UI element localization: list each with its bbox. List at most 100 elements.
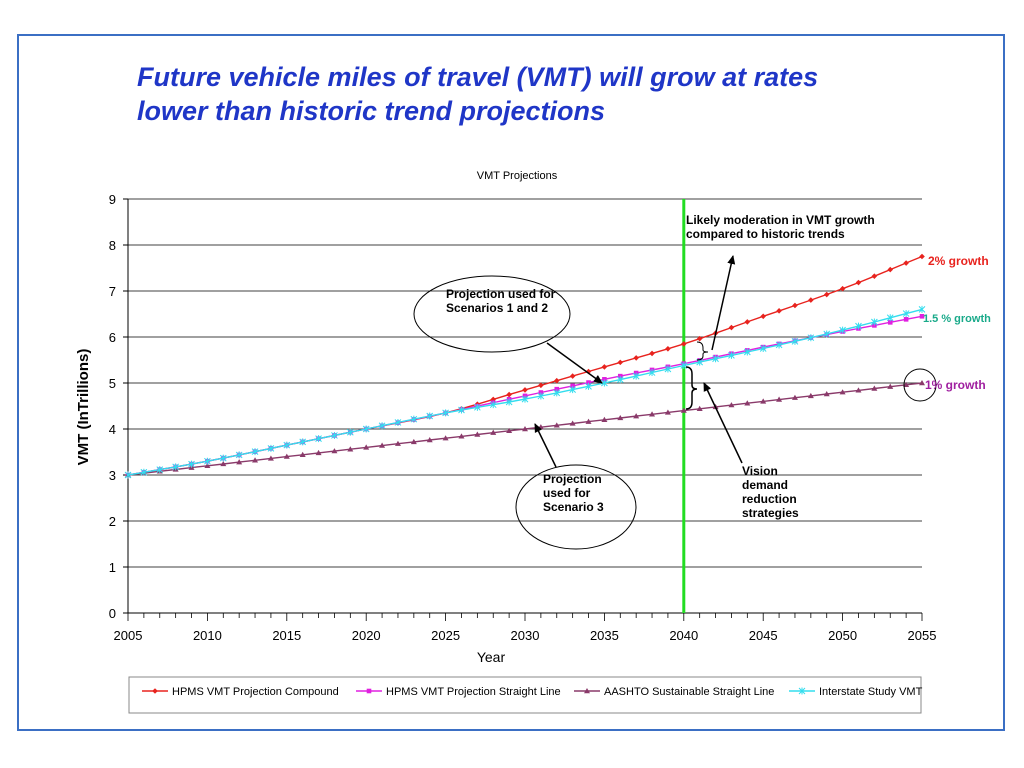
series-4-point xyxy=(632,372,640,380)
series-3-point xyxy=(442,435,449,441)
series-3-point xyxy=(744,400,751,406)
series-4-point xyxy=(489,401,497,409)
series-4-point xyxy=(346,428,354,436)
vision-bracket xyxy=(685,366,698,410)
series-2-point xyxy=(570,383,575,389)
series-4-point xyxy=(807,334,815,342)
series-1-point xyxy=(839,285,846,292)
series-4-point xyxy=(585,382,592,390)
series-1-point xyxy=(887,266,894,273)
one-percent-circle xyxy=(903,368,937,402)
x-tick-label-2050: 2050 xyxy=(828,628,857,643)
series-1-point xyxy=(681,341,687,347)
series-4-point xyxy=(140,468,148,476)
series-1-point xyxy=(903,260,909,266)
y-tick-label-4: 4 xyxy=(109,422,116,437)
series-3-point xyxy=(522,426,528,432)
series-3-point xyxy=(236,459,243,465)
series-4-point xyxy=(394,418,402,426)
series-4-point xyxy=(505,398,513,406)
grid-lines xyxy=(128,198,922,568)
series-2-point xyxy=(538,390,544,395)
x-tick-label-2045: 2045 xyxy=(749,628,778,643)
legend-marker-2 xyxy=(366,688,372,694)
scenario-3-arrow xyxy=(534,423,557,468)
x-tick-label-2035: 2035 xyxy=(590,628,619,643)
series-4-point xyxy=(871,318,878,326)
series-4-point xyxy=(553,389,561,397)
series-3-point xyxy=(474,431,481,437)
series-3-point xyxy=(363,444,370,450)
vision-annotation: Vision demand reduction strategies xyxy=(742,464,799,520)
series-3-point xyxy=(347,446,354,452)
y-tick-label-9: 9 xyxy=(109,192,116,207)
scenario-1-2-arrow xyxy=(546,342,603,384)
slide-title-line-2: lower than historic trend projections xyxy=(137,96,606,126)
series-4-point xyxy=(728,351,735,359)
series-3-point xyxy=(426,437,433,443)
series-3-point xyxy=(490,429,497,435)
series-3-point xyxy=(601,416,608,422)
moderation-bracket xyxy=(696,341,709,361)
series-4-point xyxy=(331,431,338,439)
series-3-point xyxy=(776,396,783,402)
series-4-point xyxy=(839,326,846,334)
legend-box xyxy=(128,676,922,714)
series-4-point xyxy=(188,460,195,468)
y-axis-label: VMT (InTrillions) xyxy=(75,349,92,466)
series-3-point xyxy=(617,414,624,421)
series-3-point xyxy=(839,389,846,395)
series-3-point xyxy=(760,398,767,404)
series-1-point xyxy=(633,355,639,361)
series-3-point xyxy=(903,381,910,388)
series-1-point xyxy=(871,273,878,279)
legend-label-1: HPMS VMT Projection Compound xyxy=(172,686,339,698)
y-tick-label-1: 1 xyxy=(109,560,116,575)
chart-title: VMT Projections xyxy=(477,170,558,182)
series-2-point xyxy=(887,320,893,325)
series-3-point xyxy=(553,422,560,428)
series-4-point xyxy=(458,406,465,414)
series-3-point xyxy=(855,387,862,393)
series-4-point xyxy=(299,438,307,446)
series-4-point xyxy=(855,322,862,330)
series-1-point xyxy=(823,291,830,298)
series-4-point xyxy=(378,422,386,430)
scenario-3-annotation: Projection used for Scenario 3 xyxy=(543,472,604,514)
legend-label-3: AASHTO Sustainable Straight Line xyxy=(604,686,774,698)
y-tick-label-8: 8 xyxy=(109,238,116,253)
series-1-point xyxy=(553,377,560,384)
series-4-point xyxy=(156,466,164,474)
series-3-point xyxy=(315,449,322,456)
series-3-point xyxy=(410,438,417,445)
series-4-point xyxy=(775,341,783,349)
series-4-point xyxy=(426,412,434,420)
series-4-point xyxy=(267,444,275,452)
x-tick-label-2010: 2010 xyxy=(193,628,222,643)
legend-marker-3 xyxy=(584,688,590,694)
x-tick-label-2055: 2055 xyxy=(908,628,937,643)
series-1-point xyxy=(538,382,544,389)
series-1-point xyxy=(744,319,751,325)
series-4-point xyxy=(680,362,688,370)
series-4-point xyxy=(823,330,831,338)
series-4-point xyxy=(791,337,799,345)
series-4-point xyxy=(537,392,545,400)
moderation-arrow xyxy=(711,255,736,351)
series-3-point xyxy=(299,451,306,457)
series-3-point xyxy=(791,394,798,400)
series-3-point xyxy=(252,457,259,463)
series-1-point xyxy=(776,308,782,314)
series-2-point xyxy=(602,377,607,382)
series-3-point xyxy=(204,462,211,468)
legend-label-2: HPMS VMT Projection Straight Line xyxy=(386,686,561,698)
series-1-point xyxy=(696,335,703,342)
scenario-1-2-ellipse xyxy=(413,275,571,353)
series-4-point xyxy=(712,355,719,363)
series-4-point xyxy=(172,463,179,471)
series-3-point xyxy=(807,392,814,399)
series-1-point xyxy=(808,297,814,303)
series-3-point xyxy=(585,418,592,424)
series-1-point xyxy=(855,279,862,286)
